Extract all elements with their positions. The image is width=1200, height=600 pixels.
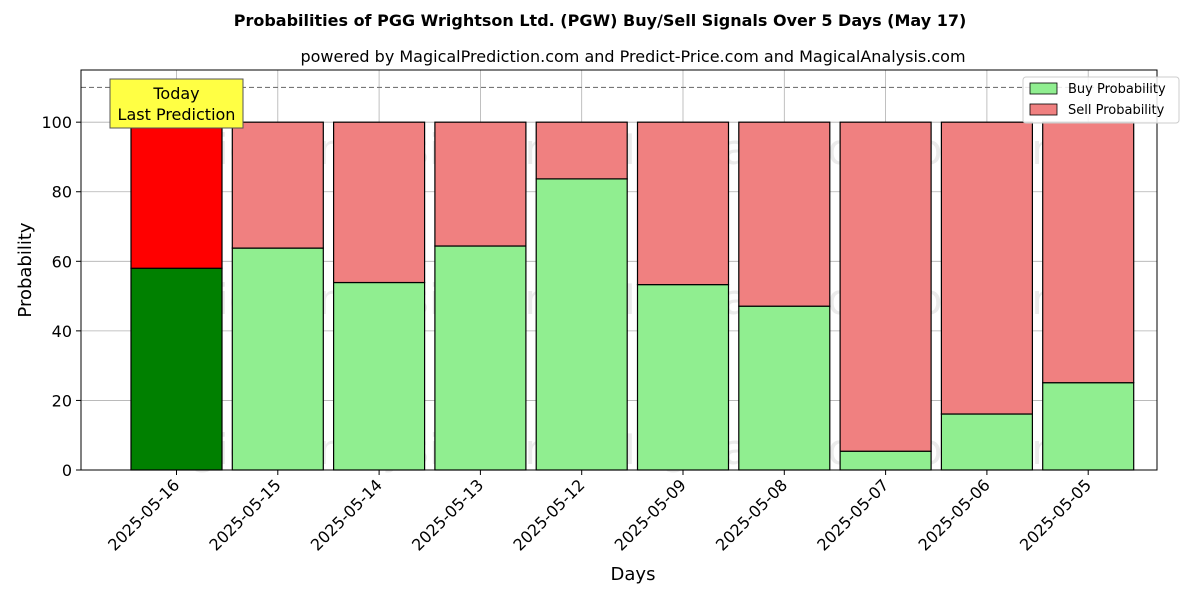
y-tick-label: 20 [52,391,72,410]
x-tick-label: 2025-05-16 [104,475,183,554]
bar-buy-2025-05-13 [434,245,527,471]
annotation-line-1: Today [152,84,199,103]
legend-frame [1022,76,1180,124]
x-tick-label: 2025-05-15 [205,475,284,554]
bar-buy-2025-05-07 [839,450,932,471]
bar-sell-2025-05-09 [636,121,730,286]
x-tick-label: 2025-05-08 [712,475,791,554]
annotation-line-2: Last Prediction [118,105,236,124]
y-tick-label: 80 [52,183,72,202]
y-tick-label: 40 [52,322,72,341]
chart-subtitle: powered by MagicalPrediction.com and Pre… [300,47,965,66]
x-tick-label: 2025-05-12 [509,475,588,554]
bar-sell-2025-05-12 [535,121,628,180]
bar-sell-2025-05-14 [333,121,426,284]
plot-frame [80,69,1158,471]
x-tick-label: 2025-05-07 [813,475,892,554]
bar-buy-2025-05-08 [738,305,831,471]
annotation-box: Today Last Prediction [109,78,244,129]
bar-sell-2025-05-16 [130,121,223,269]
bar-sell-2025-05-15 [231,121,324,249]
bar-sell-2025-05-05 [1042,121,1135,384]
bar-buy-2025-05-16 [130,267,223,471]
annotation-background [109,78,244,129]
legend-swatch-sell [1029,103,1058,116]
bars [130,121,1135,471]
y-tick-label: 60 [52,252,72,271]
bar-buy-2025-05-15 [231,247,324,471]
chart-title: Probabilities of PGG Wrightson Ltd. (PGW… [234,11,967,30]
bar-sell-2025-05-07 [839,121,932,452]
legend: Buy Probability Sell Probability [1022,76,1180,124]
bar-sell-2025-05-08 [738,121,831,307]
bar-buy-2025-05-06 [940,413,1034,471]
legend-label-sell: Sell Probability [1068,103,1165,118]
x-tick-label: 2025-05-06 [915,475,994,554]
bar-sell-2025-05-13 [434,121,527,247]
bar-buy-2025-05-09 [636,284,730,471]
bar-buy-2025-05-12 [535,178,628,471]
x-tick-label: 2025-05-09 [611,475,690,554]
y-tick-label: 0 [62,461,72,480]
y-axis-label: Probability [15,222,36,317]
x-tick-label: 2025-05-13 [408,475,487,554]
legend-swatch-buy [1029,82,1058,95]
bar-buy-2025-05-14 [333,281,426,471]
x-tick-label: 2025-05-14 [307,475,386,554]
bar-buy-2025-05-05 [1042,382,1135,471]
x-tick-label: 2025-05-05 [1016,475,1095,554]
legend-label-buy: Buy Probability [1068,82,1166,97]
y-tick-label: 100 [41,113,72,132]
bar-sell-2025-05-06 [940,121,1034,415]
x-axis-label: Days [611,564,656,585]
